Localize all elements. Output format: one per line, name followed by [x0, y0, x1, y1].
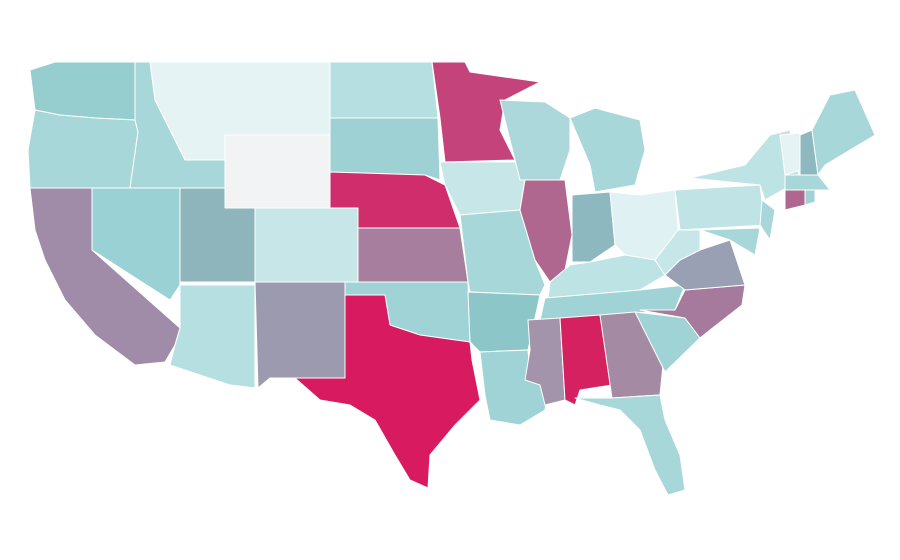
state — [571, 191, 616, 263]
state — [254, 281, 346, 389]
state — [499, 99, 571, 181]
state — [674, 184, 766, 231]
state — [574, 394, 686, 496]
state — [91, 187, 181, 301]
state — [224, 134, 331, 209]
state — [254, 207, 359, 283]
state — [699, 227, 761, 256]
state — [784, 174, 831, 191]
state — [654, 229, 701, 276]
state — [784, 189, 806, 211]
state — [759, 199, 776, 241]
state — [294, 294, 481, 489]
state — [357, 227, 469, 283]
state — [804, 189, 816, 206]
state — [569, 107, 646, 193]
state — [29, 61, 136, 121]
state — [169, 284, 256, 389]
state — [639, 284, 746, 339]
state — [329, 117, 441, 181]
state — [329, 61, 439, 119]
state — [27, 109, 139, 189]
state — [811, 89, 876, 176]
state — [431, 61, 541, 163]
